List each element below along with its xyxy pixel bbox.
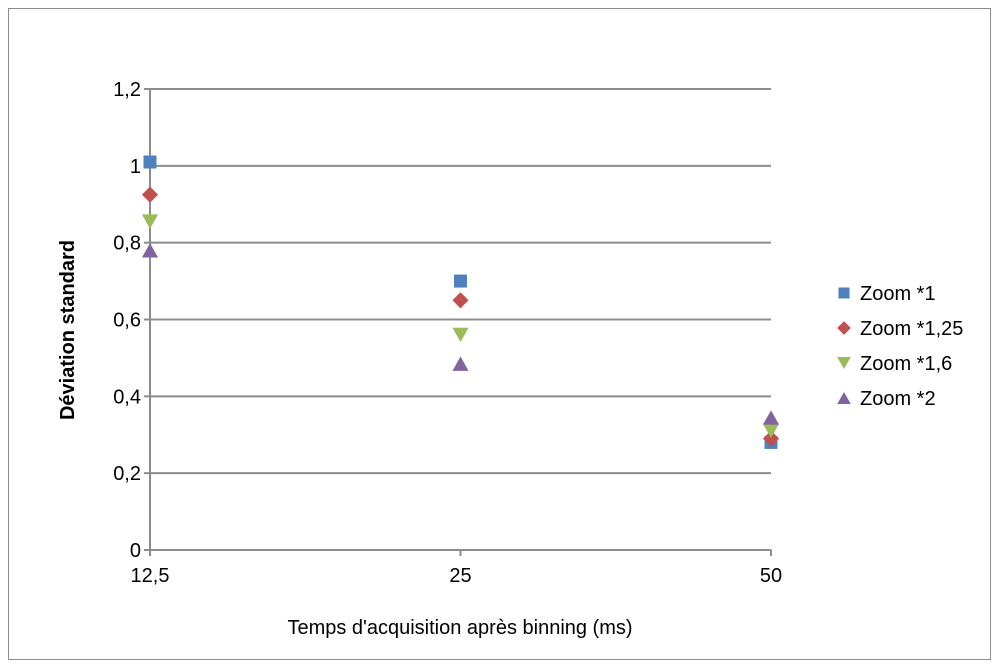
- legend: Zoom *1 Zoom *1,25 Zoom *1,6 Zoom *2: [837, 283, 963, 410]
- y-tick-label: 0,8: [113, 233, 141, 255]
- legend-label-zoom-1-25: Zoom *1,25: [860, 318, 963, 340]
- data-point-zoom-1: [454, 274, 467, 288]
- y-tick-label: 0,2: [113, 463, 141, 485]
- x-tick-label: 12,5: [131, 565, 170, 587]
- legend-marker-zoom-1: [838, 287, 850, 299]
- y-tick-label: 1,2: [113, 79, 141, 101]
- legend-label-zoom-2: Zoom *2: [860, 388, 936, 410]
- x-axis-title: Temps d'acquisition après binning (ms): [287, 617, 632, 639]
- y-axis-title: Déviation standard: [57, 240, 79, 420]
- data-point-zoom-2: [452, 356, 469, 371]
- y-tick-label: 0: [130, 540, 141, 562]
- data-point-zoom-2: [762, 410, 780, 425]
- data-point-zoom-1: [143, 155, 157, 169]
- x-tick-label: 25: [449, 565, 471, 587]
- data-point-zoom-1-25: [141, 186, 159, 203]
- data-point-zoom-1-6: [452, 327, 469, 343]
- y-tick-label: 0,6: [113, 310, 141, 332]
- x-tick-label: 50: [760, 565, 782, 587]
- data-point-zoom-1-6: [141, 214, 159, 229]
- gridlines: [150, 88, 771, 475]
- legend-marker-zoom-1-25: [837, 321, 851, 335]
- chart-frame: [8, 8, 991, 660]
- tick-labels: 0 0,2 0,4 0,6 0,8 1 1,2 12,5 25 50: [113, 79, 782, 587]
- data-points: [141, 155, 780, 449]
- axes: [144, 88, 772, 556]
- legend-marker-zoom-2: [837, 391, 851, 405]
- y-tick-label: 0,4: [113, 386, 141, 408]
- data-point-zoom-1-6: [762, 423, 780, 439]
- data-point-zoom-1-25: [762, 430, 780, 447]
- legend-label-zoom-1: Zoom *1: [860, 283, 936, 305]
- data-point-zoom-1-25: [452, 292, 469, 309]
- legend-marker-zoom-1-6: [837, 356, 851, 370]
- y-tick-label: 1: [130, 156, 141, 178]
- legend-label-zoom-1-6: Zoom *1,6: [860, 353, 952, 375]
- data-point-zoom-2: [141, 243, 159, 258]
